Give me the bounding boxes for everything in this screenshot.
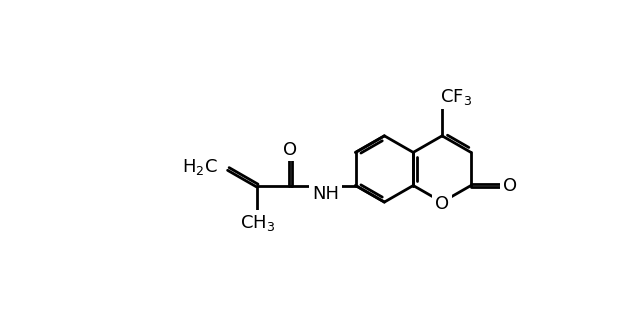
Text: O: O bbox=[284, 141, 298, 158]
Text: H$_2$C: H$_2$C bbox=[182, 157, 218, 178]
Text: O: O bbox=[435, 195, 449, 214]
Text: NH: NH bbox=[312, 185, 339, 203]
Text: O: O bbox=[503, 177, 517, 194]
Text: CF$_3$: CF$_3$ bbox=[440, 86, 472, 107]
Text: CH$_3$: CH$_3$ bbox=[239, 213, 275, 233]
